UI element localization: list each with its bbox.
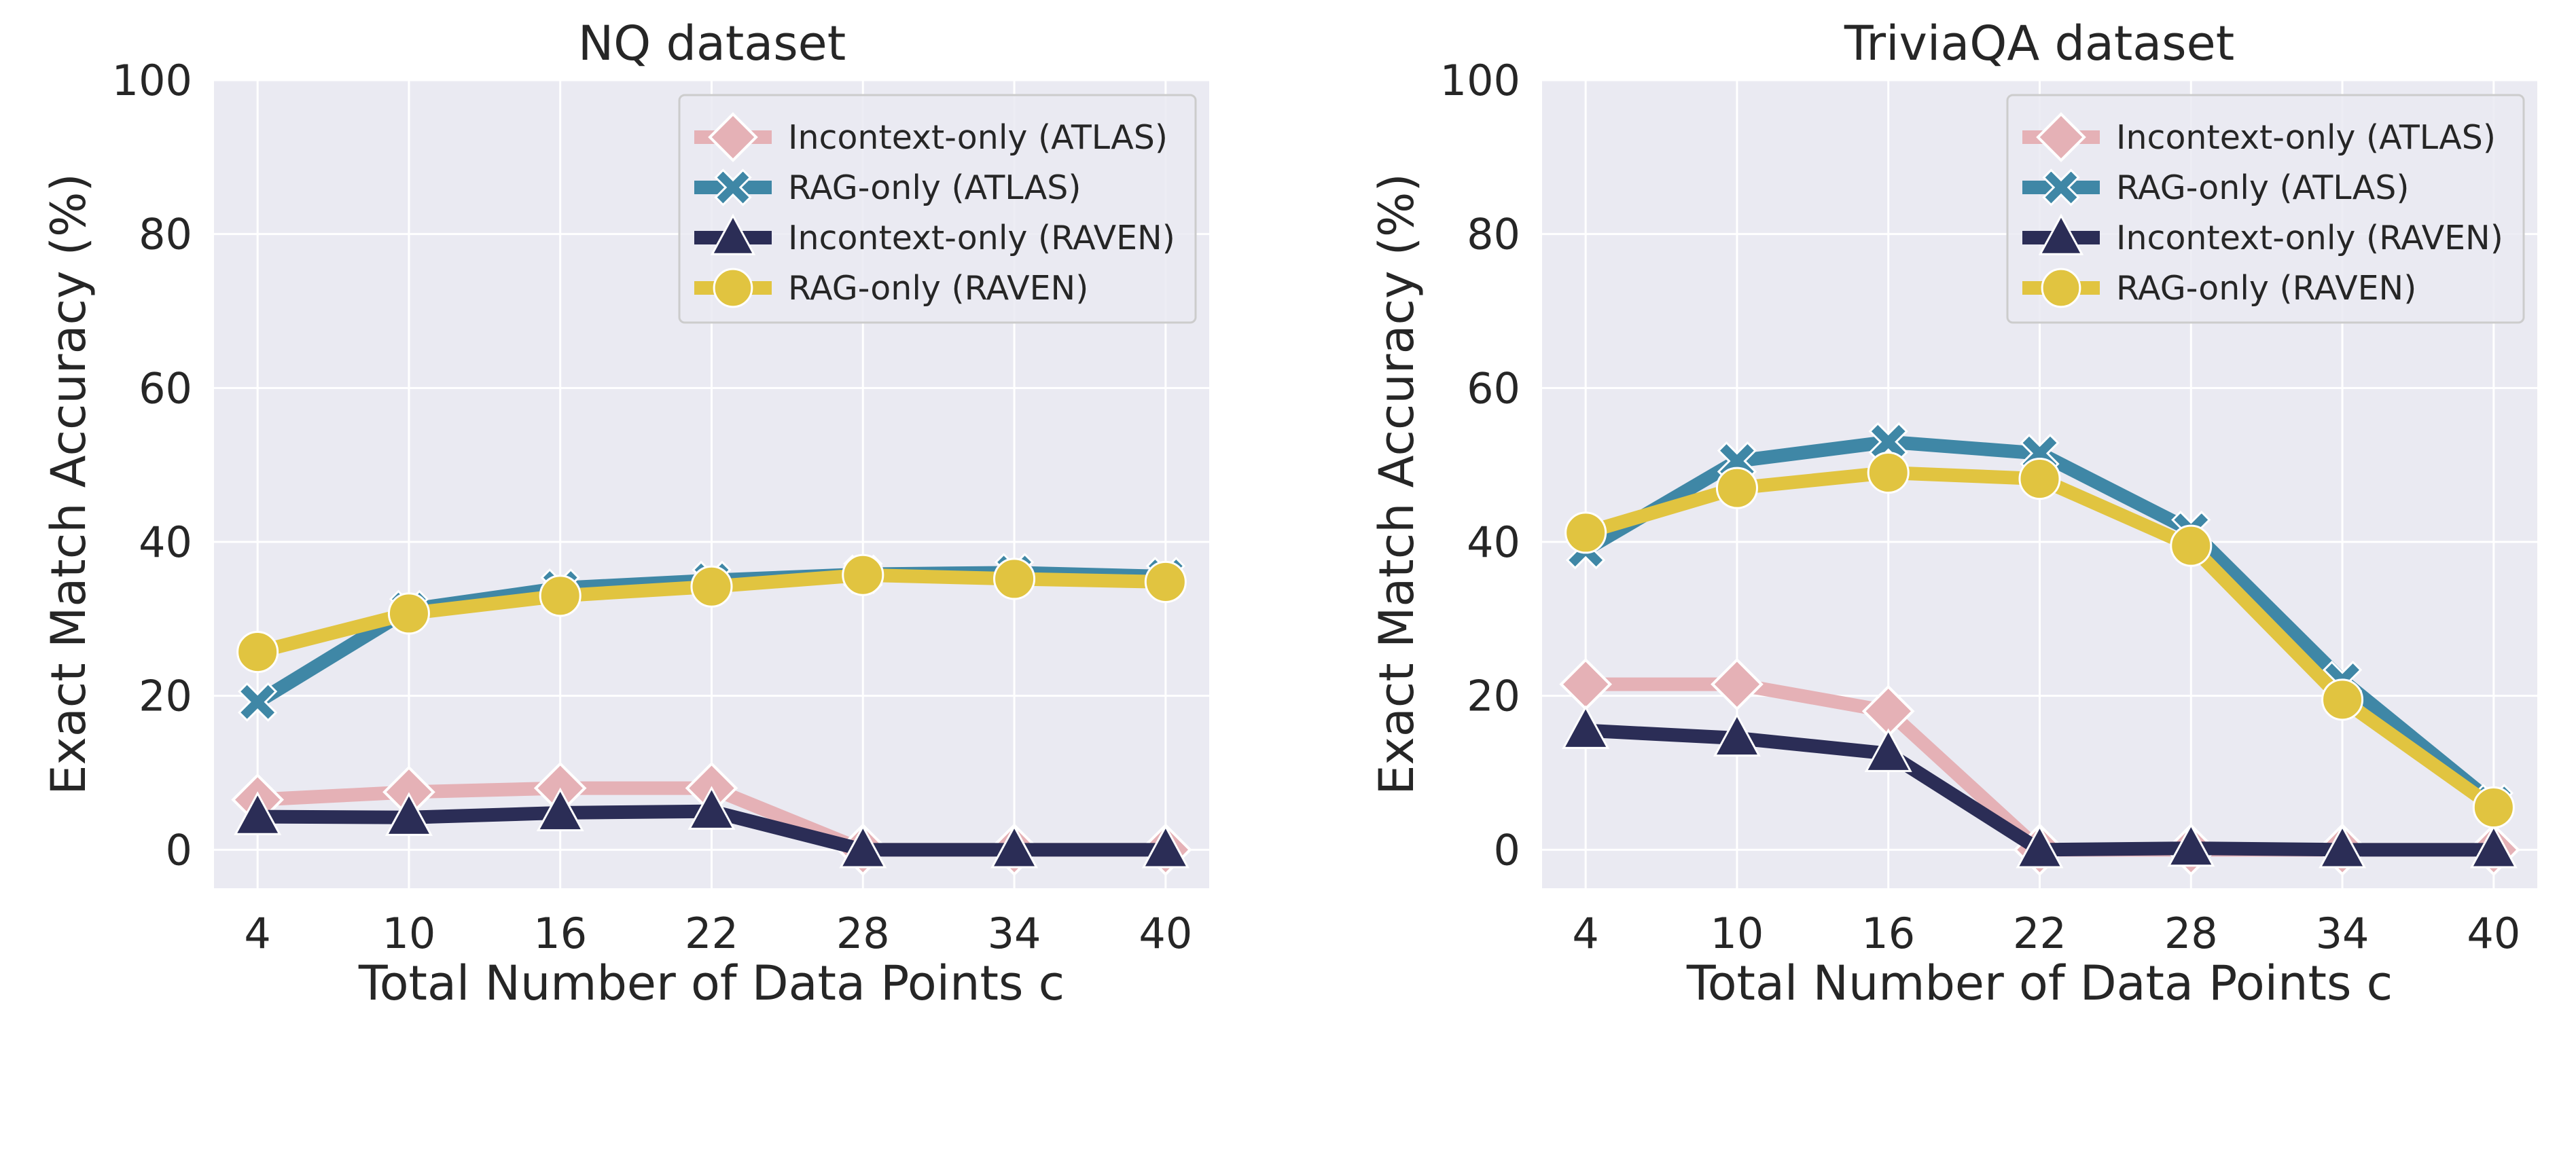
x-tick-label: 22	[2013, 909, 2067, 958]
legend-item-incontext-only-raven: Incontext-only (RAVEN)	[694, 213, 1175, 257]
y-tick-label: 100	[1440, 56, 1520, 105]
data-point	[2472, 786, 2515, 829]
legend-item-rag-only-raven: RAG-only (RAVEN)	[694, 268, 1088, 308]
x-tick-label: 28	[2164, 909, 2218, 958]
series-rag-only-raven	[1564, 451, 2515, 829]
x-tick-label: 34	[988, 909, 1041, 958]
legend-item-incontext-only-atlas: Incontext-only (ATLAS)	[694, 112, 1168, 162]
data-point	[1144, 560, 1187, 603]
series-incontext-only-raven	[234, 786, 1189, 869]
y-tick-label: 80	[1467, 210, 1520, 259]
legend-label: Incontext-only (RAVEN)	[2116, 219, 2503, 257]
x-tick-label: 40	[2467, 909, 2520, 958]
legend-marker	[710, 213, 756, 255]
data-point	[536, 787, 584, 832]
data-point	[1868, 422, 1908, 462]
data-point	[2469, 824, 2518, 869]
data-point	[1141, 824, 1189, 869]
legend-box	[2006, 94, 2525, 324]
data-point	[2170, 524, 2213, 567]
data-point	[387, 592, 430, 635]
y-tick-label: 40	[1467, 517, 1520, 567]
legend-item-incontext-only-raven: Incontext-only (RAVEN)	[2022, 213, 2503, 257]
data-point	[842, 553, 884, 596]
data-point	[384, 792, 433, 836]
y-tick-label: 60	[139, 363, 192, 413]
data-point	[1715, 467, 1758, 509]
legend-label: RAG-only (RAVEN)	[788, 269, 1088, 308]
x-tick-label: 34	[2316, 909, 2369, 958]
chart-triviaqa: 0 20 40 60 80 100 4 10 16 22 28 34 40 TriviaQA datase…	[1369, 16, 2537, 1011]
legend-marker	[2038, 213, 2084, 255]
legend: Incontext-only (ATLAS) RAG-only (ATLAS) In…	[678, 94, 1197, 324]
data-point	[687, 786, 736, 830]
y-tick-label: 20	[1467, 672, 1520, 721]
legend-marker	[2036, 112, 2086, 162]
data-point	[839, 824, 887, 869]
legend-marker	[708, 112, 758, 162]
data-point	[1564, 511, 1607, 554]
series-incontext-only-raven	[1562, 705, 2518, 869]
data-point	[690, 565, 733, 608]
data-point	[993, 558, 1036, 600]
x-tick-label: 10	[382, 909, 435, 958]
x-axis-label: Total Number of Data Points c	[358, 955, 1065, 1011]
x-tick-label: 4	[1572, 909, 1598, 958]
x-tick-label: 4	[244, 909, 270, 958]
legend-label: RAG-only (ATLAS)	[2116, 168, 2409, 207]
legend-label: Incontext-only (ATLAS)	[2116, 118, 2496, 157]
legend-marker	[714, 168, 752, 206]
data-point	[990, 824, 1039, 869]
x-axis-label: Total Number of Data Points c	[1686, 955, 2393, 1011]
data-point	[1711, 657, 1764, 711]
chart-title: NQ dataset	[578, 16, 846, 71]
y-tick-label: 0	[166, 825, 192, 875]
data-point	[2321, 678, 2364, 721]
data-point	[236, 631, 279, 674]
y-tick-label: 40	[139, 517, 192, 567]
y-tick-label: 60	[1467, 363, 1520, 413]
legend-label: RAG-only (ATLAS)	[788, 168, 1081, 207]
legend-item-incontext-only-atlas: Incontext-only (ATLAS)	[2022, 112, 2496, 162]
data-point	[234, 791, 282, 835]
data-point	[2016, 824, 2064, 869]
y-tick-label: 0	[1494, 825, 1520, 875]
series-rag-only-raven	[236, 553, 1187, 674]
x-tick-label: 28	[836, 909, 890, 958]
legend-marker	[2042, 168, 2080, 206]
data-point	[2319, 824, 2367, 869]
y-tick-label: 80	[139, 210, 192, 259]
chart-nq: 0 20 40 60 80 100 4 10 16 22 28 34 40 NQ dataset Total…	[41, 16, 1209, 1011]
legend-item-rag-only-atlas: RAG-only (ATLAS)	[694, 168, 1081, 207]
x-tick-label: 16	[1861, 909, 1915, 958]
legend-marker	[2041, 268, 2081, 308]
legend-label: Incontext-only (ATLAS)	[788, 118, 1168, 157]
x-tick-label: 40	[1139, 909, 1192, 958]
y-axis-label: Exact Match Accuracy (%)	[41, 173, 96, 795]
chart-title: TriviaQA dataset	[1844, 16, 2234, 71]
data-point	[2167, 822, 2215, 867]
data-point	[1713, 712, 1761, 757]
legend-item-rag-only-raven: RAG-only (RAVEN)	[2022, 268, 2416, 308]
data-point	[539, 574, 582, 617]
data-point	[238, 682, 278, 722]
y-tick-label: 100	[112, 56, 192, 105]
x-tick-label: 16	[533, 909, 587, 958]
data-point	[1562, 705, 1610, 749]
data-point	[2018, 458, 2061, 500]
legend-item-rag-only-atlas: RAG-only (ATLAS)	[2022, 168, 2409, 207]
legend-label: RAG-only (RAVEN)	[2116, 269, 2416, 308]
legend: Incontext-only (ATLAS) RAG-only (ATLAS) In…	[2006, 94, 2525, 324]
legend-marker	[713, 268, 753, 308]
data-point	[1867, 451, 1910, 494]
x-tick-label: 10	[1710, 909, 1764, 958]
data-point	[1864, 728, 1912, 772]
legend-box	[678, 94, 1197, 324]
y-tick-label: 20	[139, 672, 192, 721]
y-axis-label: Exact Match Accuracy (%)	[1369, 173, 1425, 795]
x-tick-label: 22	[685, 909, 738, 958]
legend-label: Incontext-only (RAVEN)	[788, 219, 1175, 257]
